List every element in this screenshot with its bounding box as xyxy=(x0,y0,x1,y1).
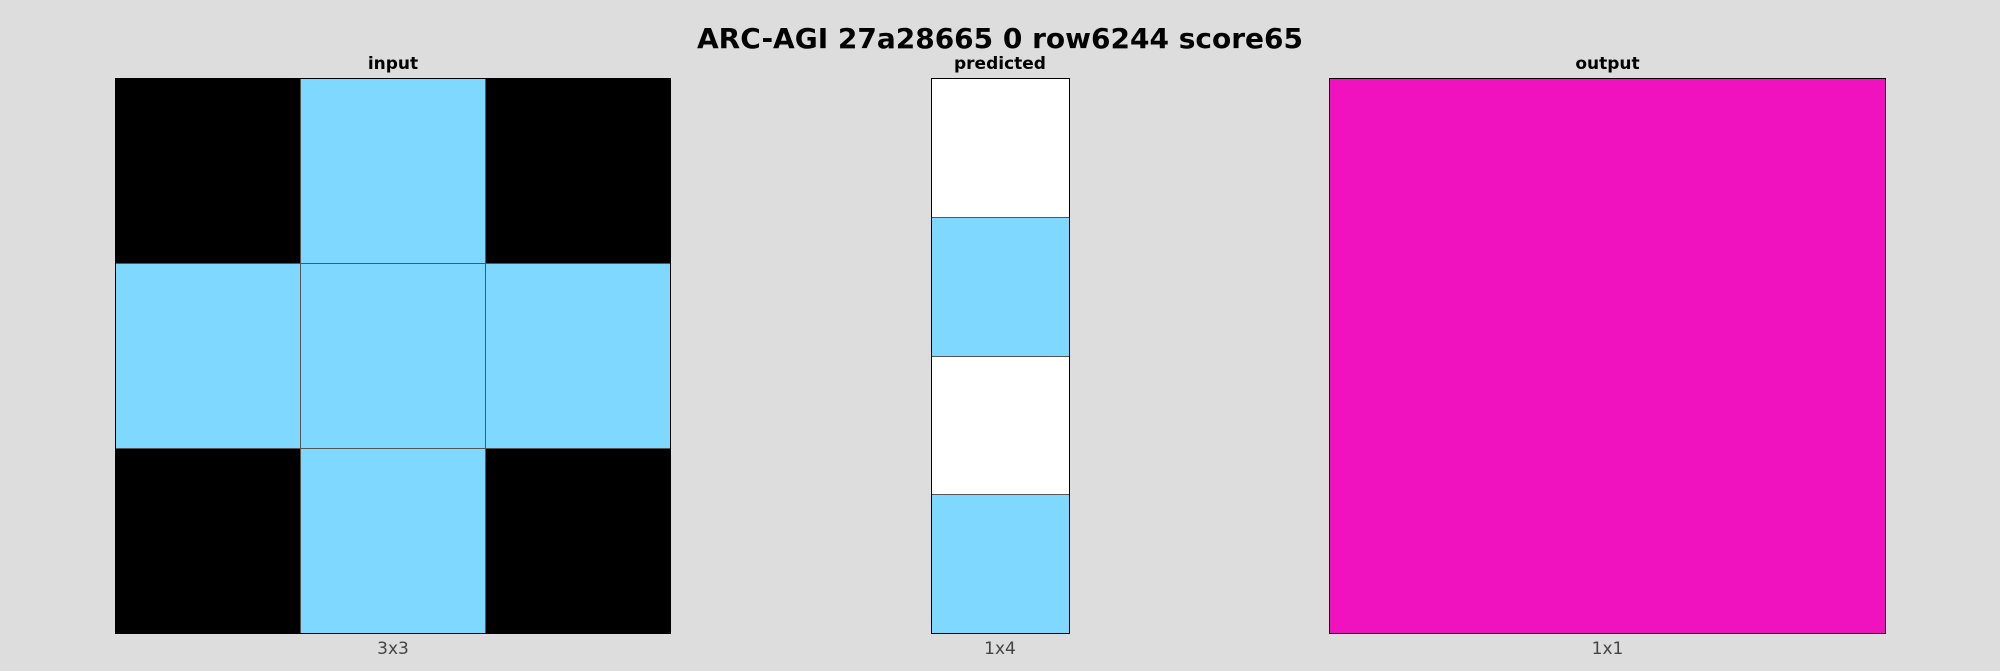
predicted-cell-2-0 xyxy=(932,356,1069,495)
input-size-label: 3x3 xyxy=(377,639,409,659)
output-grid xyxy=(1329,78,1886,634)
input-panel-title: input xyxy=(367,54,419,74)
input-cell-1-1 xyxy=(301,264,485,448)
input-grid xyxy=(115,78,671,634)
input-cell-2-1 xyxy=(301,449,485,633)
output-size-label: 1x1 xyxy=(1591,639,1624,659)
input-cell-0-2 xyxy=(486,79,670,263)
predicted-cell-1-0 xyxy=(932,217,1069,356)
input-cell-1-0 xyxy=(116,264,300,448)
predicted-panel-title: predicted xyxy=(954,54,1046,74)
output-panel-title: output xyxy=(1575,54,1640,74)
output-cell-0-0 xyxy=(1330,79,1885,633)
input-cell-1-2 xyxy=(486,264,670,448)
predicted-cell-0-0 xyxy=(932,79,1069,217)
input-cell-0-1 xyxy=(301,79,485,263)
predicted-size-label: 1x4 xyxy=(984,639,1016,659)
input-cell-0-0 xyxy=(116,79,300,263)
predicted-grid xyxy=(931,78,1070,634)
predicted-cell-3-0 xyxy=(932,495,1069,633)
figure-title: ARC-AGI 27a28665 0 row6244 score65 xyxy=(697,22,1303,55)
input-cell-2-2 xyxy=(486,449,670,633)
input-cell-2-0 xyxy=(116,449,300,633)
